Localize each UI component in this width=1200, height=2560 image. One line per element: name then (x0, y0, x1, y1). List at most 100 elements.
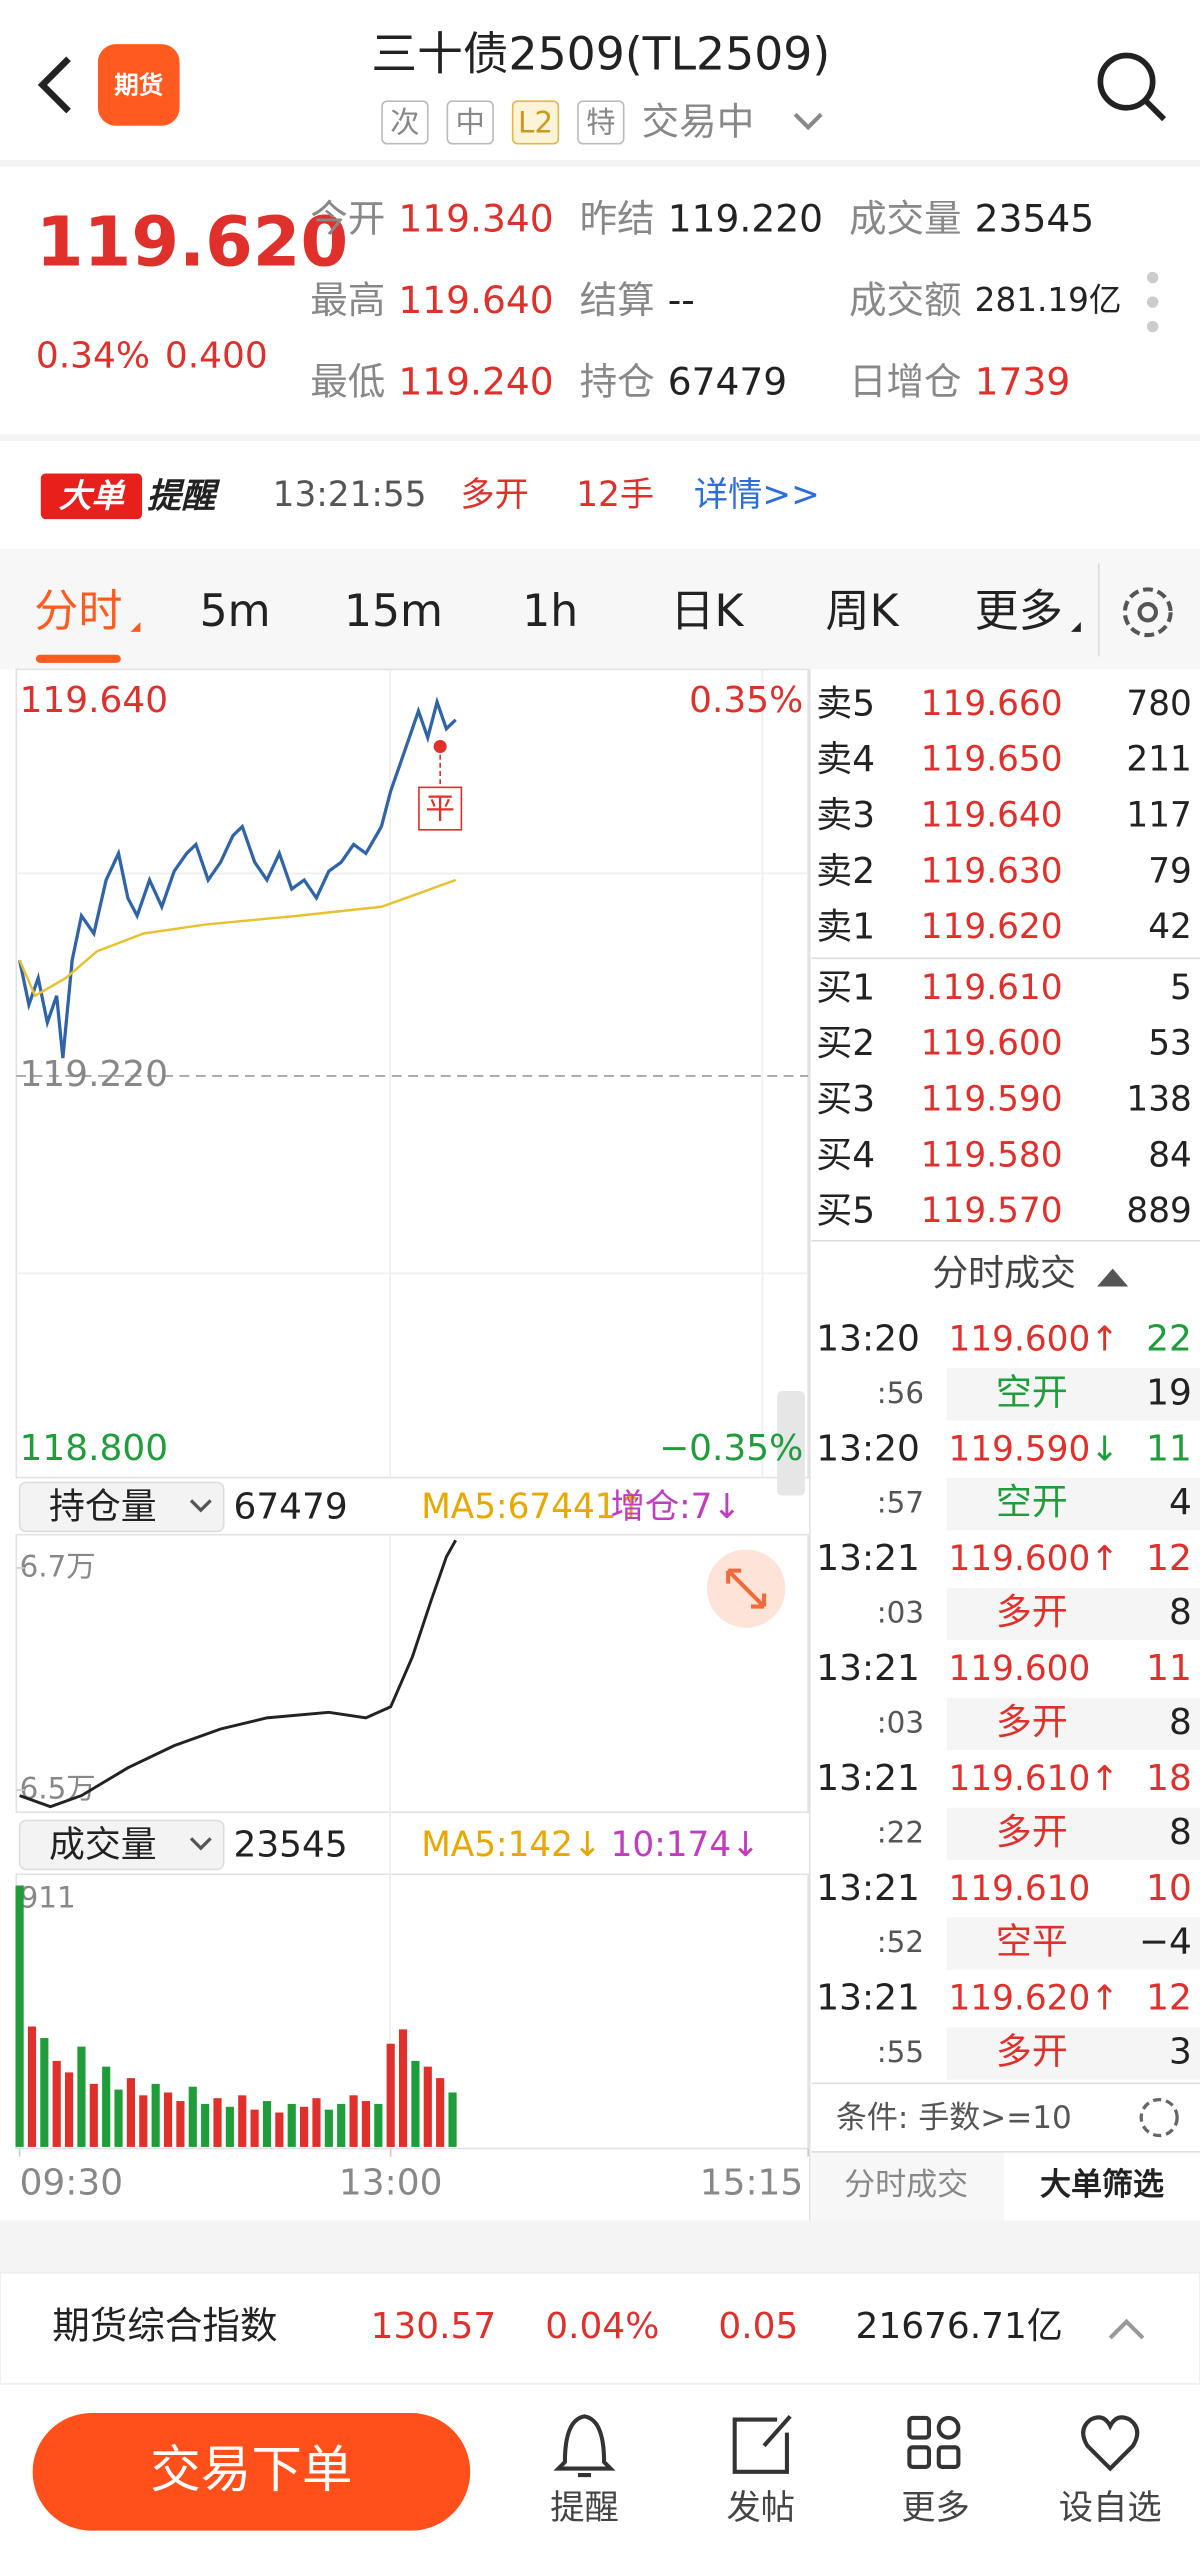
tick-oi: 3 (1169, 2032, 1192, 2073)
book-qty: 84 (1148, 1135, 1192, 1175)
volume-bar (77, 2046, 86, 2147)
status[interactable]: 交易中 (642, 100, 755, 144)
book-price: 119.660 (921, 684, 1063, 724)
volume-value: 23545 (233, 1825, 347, 1866)
index-name: 期货综合指数 (52, 2304, 277, 2348)
book-qty: 889 (1126, 1191, 1191, 1231)
volume-bar (423, 2066, 432, 2147)
collapse-triangle[interactable] (1097, 1268, 1129, 1287)
filter-settings[interactable] (1139, 2097, 1179, 2138)
alert-link[interactable]: 详情>> (694, 475, 820, 515)
volume-ma5: MA5:142↓ (421, 1825, 601, 1865)
last-price: 119.620 (36, 203, 348, 283)
book-label: 卖3 (816, 795, 875, 836)
more-icon[interactable] (907, 2415, 961, 2469)
index-change: 0.05 (718, 2306, 798, 2347)
tick-time: 13:21 (816, 1978, 919, 2019)
ticks-title: 分时成交 (932, 1253, 1076, 1294)
book-label: 买3 (816, 1079, 875, 1120)
volume-tick-label: 911 (20, 1880, 76, 1914)
tab[interactable]: 更多 (975, 586, 1063, 637)
oi-label: 持仓量 (49, 1487, 157, 1528)
y-tick-label: 118.800 (20, 1428, 168, 1469)
order-button[interactable] (32, 2413, 471, 2531)
field-label: 今开 (310, 196, 385, 240)
index-value: 130.57 (371, 2306, 497, 2347)
tick-time: 13:20 (816, 1318, 919, 1359)
volume-bar (411, 2060, 420, 2147)
volume-bar (27, 2026, 37, 2147)
volume-bar (176, 2101, 185, 2147)
tick-qty: 10 (1146, 1868, 1192, 1909)
expand-chevron[interactable] (1108, 2318, 1145, 2340)
order-button-label[interactable]: 交易下单 (150, 2440, 352, 2499)
nav-label[interactable]: 发帖 (727, 2488, 796, 2528)
tick-sec: :22 (877, 1815, 924, 1849)
tick-sec: :03 (877, 1596, 924, 1630)
volume-bar (374, 2103, 383, 2147)
volume-bar (188, 2086, 197, 2147)
divider (0, 434, 1200, 441)
tab[interactable]: 分时 (34, 586, 122, 637)
tab[interactable]: 1h (522, 586, 578, 637)
tick-time: 13:21 (816, 1648, 919, 1689)
volume-bar (151, 2083, 160, 2147)
status-chevron[interactable] (793, 112, 823, 131)
bell-icon[interactable] (553, 2414, 616, 2478)
volume-bar (312, 2098, 321, 2147)
book-price: 119.570 (921, 1191, 1063, 1231)
book-label: 买2 (816, 1023, 875, 1064)
collapse-handle[interactable] (777, 1391, 805, 1496)
index-bar[interactable] (0, 2271, 1200, 2385)
more-dots (1146, 296, 1159, 308)
nav-label[interactable]: 更多 (901, 2488, 970, 2528)
book-label: 卖5 (816, 683, 875, 724)
tab[interactable]: 周K (826, 586, 900, 637)
quote-field: 结算 -- (580, 278, 695, 322)
x-tick-label: 09:30 (20, 2162, 123, 2203)
bottom-tab[interactable] (811, 2151, 1005, 2221)
volume-bar (15, 1885, 24, 2147)
tag: 中 (456, 106, 485, 140)
tab[interactable]: 日K (670, 586, 744, 637)
tick-oi: 4 (1169, 1482, 1192, 1523)
tick-type: 多开 (996, 1592, 1068, 1633)
bottom-tab-label[interactable]: 分时成交 (844, 2167, 968, 2203)
tick-row-bg (946, 2027, 1200, 2080)
volume-bar (324, 2109, 333, 2147)
volume-bar (238, 2095, 247, 2147)
volume-bar (448, 2092, 457, 2147)
nav-label[interactable]: 提醒 (550, 2488, 619, 2528)
volume-bar (250, 2109, 259, 2147)
bottom-tab-label[interactable]: 大单筛选 (1040, 2167, 1164, 2203)
field-value: 119.240 (398, 359, 553, 403)
more-dots[interactable] (1146, 271, 1159, 284)
dropdown-chevron (189, 1499, 212, 1513)
tick-oi: 8 (1169, 1812, 1192, 1853)
bottom-tab[interactable] (1004, 2151, 1200, 2221)
oi-panel (15, 1533, 809, 1814)
tag-box (511, 100, 560, 145)
tick-price-value: 119.620 (949, 1978, 1091, 2018)
oi-tick-label: 6.7万 (20, 1550, 96, 1584)
book-label: 卖1 (816, 907, 875, 948)
book-qty: 53 (1148, 1024, 1192, 1064)
book-price: 119.640 (921, 795, 1063, 835)
nav-label[interactable]: 设自选 (1059, 2488, 1162, 2528)
volume-dropdown[interactable] (18, 1819, 225, 1871)
tab[interactable]: 15m (344, 586, 443, 637)
book-label: 卖4 (816, 739, 875, 780)
filter-condition: 条件: 手数>=10 (836, 2100, 1072, 2136)
back-button[interactable] (37, 56, 71, 114)
alert-badge-label: 大单 (59, 477, 127, 515)
tab[interactable]: 5m (200, 586, 271, 637)
oi-dropdown[interactable] (18, 1481, 225, 1533)
search-button[interactable] (1097, 52, 1156, 111)
tick-price-value: 119.600 (949, 1539, 1091, 1579)
post-icon[interactable] (732, 2414, 792, 2474)
volume-bar (114, 2089, 123, 2147)
quote-field: 昨结 119.220 (580, 196, 823, 240)
book-price: 119.600 (921, 1024, 1063, 1064)
watchlist-icon[interactable] (1081, 2415, 1140, 2472)
